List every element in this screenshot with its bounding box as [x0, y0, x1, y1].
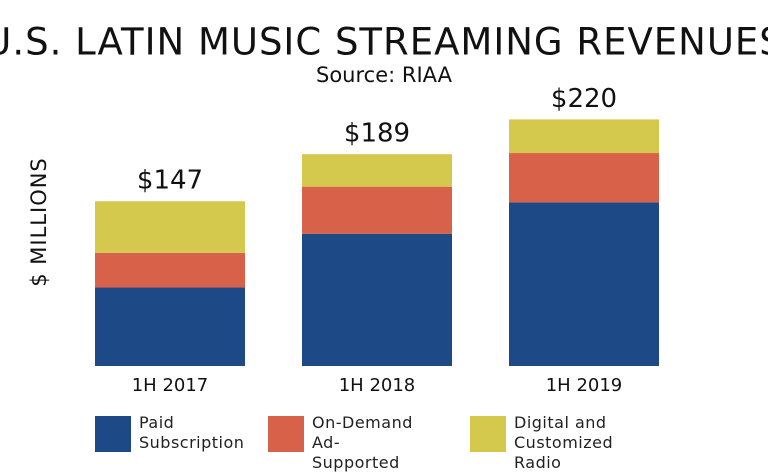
y-axis-label: $ MILLIONS: [27, 157, 51, 287]
x-tick-label: 1H 2017: [132, 375, 209, 396]
bar-segment: [509, 153, 659, 203]
bar-segment: [95, 287, 245, 366]
total-label: $220: [551, 84, 617, 114]
bar-segment: [95, 201, 245, 253]
legend-item: Paid Subscription: [95, 413, 244, 453]
chart-title: U.S. LATIN MUSIC STREAMING REVENUES: [0, 21, 768, 64]
bar-segment: [509, 119, 659, 154]
legend-item: On-Demand Ad-Supported: [268, 413, 418, 473]
legend-label: On-Demand Ad-Supported: [312, 413, 413, 472]
legend-label: Digital and Customized Radio: [514, 413, 614, 472]
legend-swatch: [470, 416, 506, 452]
x-tick-label: 1H 2018: [339, 375, 416, 396]
legend-swatch: [95, 416, 131, 452]
legend-label: Paid Subscription: [139, 413, 245, 452]
bar-segment: [302, 186, 452, 234]
legend-item: Digital and Customized Radio: [470, 413, 640, 473]
bar-segment: [302, 233, 452, 366]
total-label: $189: [344, 119, 410, 149]
legend-swatch: [268, 416, 304, 452]
bar-segment: [509, 202, 659, 366]
chart-subtitle: Source: RIAA: [316, 63, 453, 87]
total-label: $147: [137, 166, 203, 196]
bar-segment: [95, 252, 245, 288]
bar-segment: [302, 154, 452, 187]
x-tick-label: 1H 2019: [546, 375, 623, 396]
